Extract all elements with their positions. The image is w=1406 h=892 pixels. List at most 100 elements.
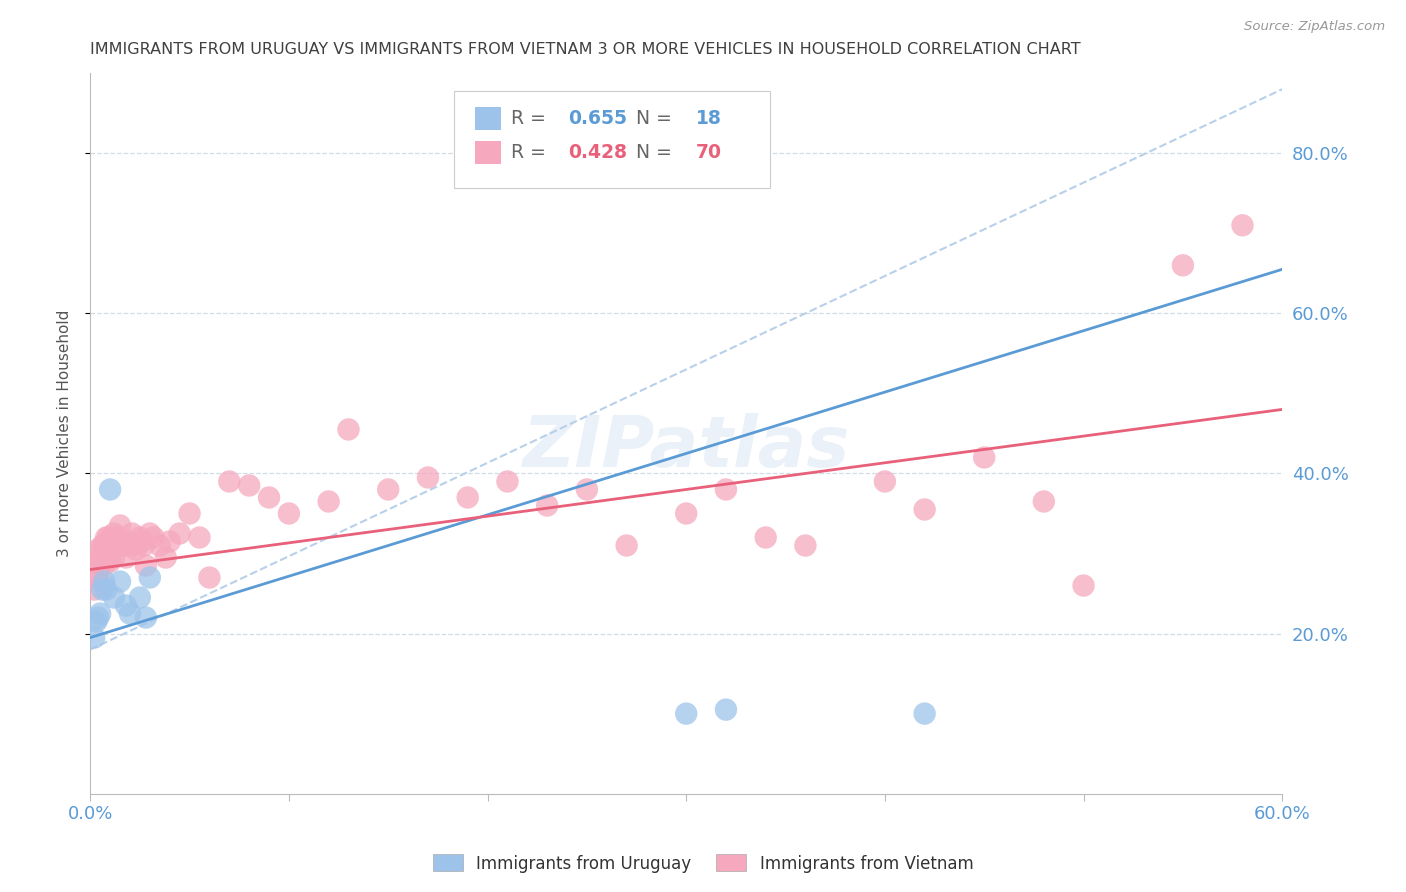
Point [93, 558, 115, 573]
Point [149, 539, 172, 553]
Point [755, 531, 778, 545]
Point [111, 539, 134, 553]
Point [122, 539, 145, 553]
Text: 0.655: 0.655 [568, 109, 627, 128]
Text: ZIPatlas: ZIPatlas [523, 413, 849, 483]
Point [155, 550, 177, 565]
Legend: Immigrants from Uruguay, Immigrants from Vietnam: Immigrants from Uruguay, Immigrants from… [426, 847, 980, 880]
Point [115, 550, 138, 565]
Point [83, 631, 105, 645]
Point [1232, 219, 1254, 233]
Point [159, 534, 181, 549]
Point [318, 494, 340, 508]
Point [714, 703, 737, 717]
Point [97, 542, 120, 557]
Text: Source: ZipAtlas.com: Source: ZipAtlas.com [1244, 20, 1385, 33]
Text: N =: N = [624, 143, 678, 162]
Point [118, 607, 141, 621]
Point [873, 475, 896, 489]
Point [105, 531, 128, 545]
Point [103, 550, 125, 565]
Point [142, 531, 165, 545]
Point [89, 607, 111, 621]
Point [416, 470, 439, 484]
Text: 0.428: 0.428 [568, 143, 627, 162]
Point [84, 555, 107, 569]
Point [101, 539, 124, 553]
Point [238, 478, 260, 492]
Point [103, 526, 125, 541]
Point [129, 591, 152, 605]
Point [101, 531, 124, 545]
Point [117, 539, 139, 553]
Point [794, 539, 817, 553]
Point [132, 539, 155, 553]
FancyBboxPatch shape [454, 91, 769, 188]
Point [112, 534, 135, 549]
Point [89, 550, 111, 565]
Point [93, 539, 115, 553]
Point [1032, 494, 1054, 508]
Point [91, 550, 114, 565]
Point [125, 542, 148, 557]
Point [914, 502, 936, 516]
Point [179, 507, 201, 521]
Text: N =: N = [624, 109, 678, 128]
Point [169, 526, 191, 541]
Point [87, 570, 110, 584]
Point [108, 574, 131, 589]
Point [337, 422, 360, 436]
Point [277, 507, 299, 521]
Point [91, 582, 114, 597]
Point [108, 539, 131, 553]
Point [257, 491, 280, 505]
Point [98, 483, 121, 497]
Point [135, 610, 157, 624]
Point [536, 499, 558, 513]
Point [94, 550, 117, 565]
Point [84, 615, 107, 629]
Point [94, 531, 117, 545]
Point [377, 483, 399, 497]
Point [135, 558, 157, 573]
Point [714, 483, 737, 497]
Point [115, 599, 138, 613]
Point [91, 539, 114, 553]
Point [89, 558, 111, 573]
Point [575, 483, 598, 497]
Point [98, 555, 121, 569]
Text: IMMIGRANTS FROM URUGUAY VS IMMIGRANTS FROM VIETNAM 3 OR MORE VEHICLES IN HOUSEHO: IMMIGRANTS FROM URUGUAY VS IMMIGRANTS FR… [90, 42, 1081, 57]
Point [218, 475, 240, 489]
Point [97, 531, 120, 545]
Point [129, 531, 152, 545]
Point [1171, 258, 1194, 272]
Point [457, 491, 479, 505]
Point [118, 534, 141, 549]
FancyBboxPatch shape [475, 107, 502, 130]
Point [131, 534, 153, 549]
Point [1073, 578, 1095, 592]
Point [675, 507, 697, 521]
Text: 18: 18 [696, 109, 721, 128]
Point [87, 610, 110, 624]
Text: R =: R = [510, 143, 553, 162]
Point [616, 539, 638, 553]
Point [121, 526, 143, 541]
Point [107, 534, 129, 549]
Point [198, 570, 221, 584]
Point [139, 570, 162, 584]
Point [973, 450, 995, 465]
Point [139, 526, 162, 541]
Point [98, 534, 121, 549]
Point [103, 591, 125, 605]
Point [87, 542, 110, 557]
Point [94, 582, 117, 597]
Point [188, 531, 211, 545]
Text: R =: R = [510, 109, 553, 128]
FancyBboxPatch shape [475, 141, 502, 164]
Point [108, 518, 131, 533]
Point [496, 475, 519, 489]
Point [914, 706, 936, 721]
Point [93, 574, 115, 589]
Point [84, 570, 107, 584]
